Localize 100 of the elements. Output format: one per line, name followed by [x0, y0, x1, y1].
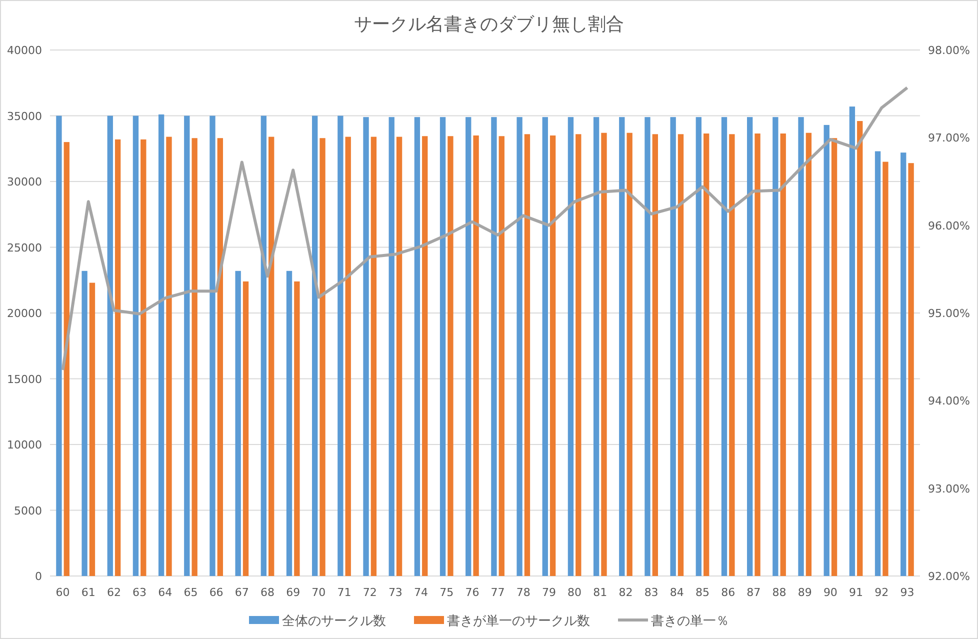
line-series: [61, 86, 909, 372]
x-tick-label: 73: [388, 586, 402, 599]
x-tick-label: 71: [337, 586, 352, 599]
y-tick-label: 40000: [7, 44, 42, 57]
bar: [217, 138, 223, 576]
bar: [312, 116, 318, 576]
bar: [678, 134, 684, 576]
x-tick-label: 75: [440, 586, 454, 599]
bar: [524, 134, 530, 576]
bar: [294, 281, 300, 576]
bar: [440, 117, 446, 576]
y2-tick-label: 96.00%: [928, 219, 970, 232]
y2-tick-label: 94.00%: [928, 394, 970, 408]
bar: [798, 117, 804, 576]
legend-label: 書きの単一％: [651, 614, 729, 629]
bar: [242, 281, 249, 576]
bar: [158, 114, 164, 576]
bar: [140, 139, 146, 576]
y2-tick-label: 98.00%: [928, 44, 970, 57]
bar: [132, 116, 139, 576]
bar: [747, 117, 753, 576]
x-tick-label: 85: [696, 586, 710, 599]
bar: [466, 117, 472, 576]
x-tick-label: 91: [849, 586, 864, 599]
x-tick-label: 60: [56, 586, 70, 599]
bar: [370, 136, 377, 576]
bar: [56, 116, 62, 576]
bar: [286, 270, 292, 576]
bar: [754, 134, 760, 576]
y-tick-label: 25000: [7, 241, 42, 254]
bar: [345, 136, 351, 576]
y2-tick-label: 92.00%: [928, 570, 970, 583]
bar: [320, 138, 326, 576]
x-tick-label: 64: [158, 586, 172, 599]
x-tick-label: 84: [670, 586, 684, 599]
x-tick-label: 61: [81, 586, 96, 599]
x-tick-label: 89: [798, 586, 812, 599]
bar: [498, 136, 504, 576]
bar: [542, 117, 548, 576]
bar: [593, 117, 600, 576]
bar: [824, 124, 830, 576]
bar: [550, 135, 556, 576]
bar: [210, 116, 216, 576]
bar: [619, 117, 625, 576]
x-tick-label: 72: [362, 586, 377, 599]
bar: [882, 162, 888, 576]
bar: [729, 134, 735, 576]
x-tick-label: 82: [618, 586, 633, 599]
y2-tick-label: 97.00%: [928, 132, 970, 145]
bar: [64, 142, 70, 576]
bar: [831, 138, 838, 576]
bar: [900, 152, 906, 576]
bar: [473, 135, 479, 576]
bar: [704, 134, 710, 576]
y-tick-label: 15000: [7, 372, 42, 386]
bar: [89, 282, 96, 576]
x-tick-label: 79: [542, 586, 556, 599]
bar: [601, 132, 607, 576]
bar: [268, 136, 274, 576]
bar: [363, 117, 369, 576]
bar: [491, 117, 497, 576]
legend-label: 全体のサークル数: [282, 614, 386, 629]
bar: [696, 117, 702, 576]
bar: [82, 270, 88, 576]
bar: [806, 132, 812, 576]
x-tick-label: 83: [644, 586, 658, 599]
bar: [721, 117, 728, 576]
bar: [235, 270, 241, 576]
bar: [644, 117, 650, 576]
bar: [516, 117, 522, 576]
bar: [857, 121, 863, 576]
y-tick-label: 30000: [7, 176, 42, 188]
x-tick-label: 90: [823, 586, 838, 599]
y-tick-label: 20000: [7, 307, 42, 320]
x-tick-label: 77: [490, 586, 505, 599]
bar: [908, 163, 914, 576]
x-tick-label: 86: [721, 586, 736, 599]
bar: [107, 116, 113, 576]
bar: [652, 134, 658, 576]
bar: [184, 116, 190, 576]
x-tick-label: 69: [286, 586, 300, 599]
bar: [414, 117, 420, 576]
bar: [849, 106, 856, 576]
x-tick-label: 65: [184, 586, 198, 599]
x-tick-label: 80: [568, 586, 582, 599]
x-tick-label: 66: [209, 586, 224, 599]
bar: [396, 136, 402, 576]
bar: [780, 134, 786, 576]
x-tick-label: 68: [260, 586, 274, 599]
bar: [338, 116, 344, 576]
y-tick-label: 5000: [14, 504, 42, 518]
x-tick-label: 87: [746, 586, 761, 599]
x-tick-label: 92: [874, 586, 889, 599]
bar: [388, 117, 394, 576]
bar: [874, 151, 881, 576]
bar: [576, 134, 582, 576]
bar: [422, 136, 428, 576]
x-tick-label: 78: [516, 586, 530, 599]
x-tick-label: 67: [234, 586, 249, 599]
x-tick-label: 93: [900, 586, 914, 599]
